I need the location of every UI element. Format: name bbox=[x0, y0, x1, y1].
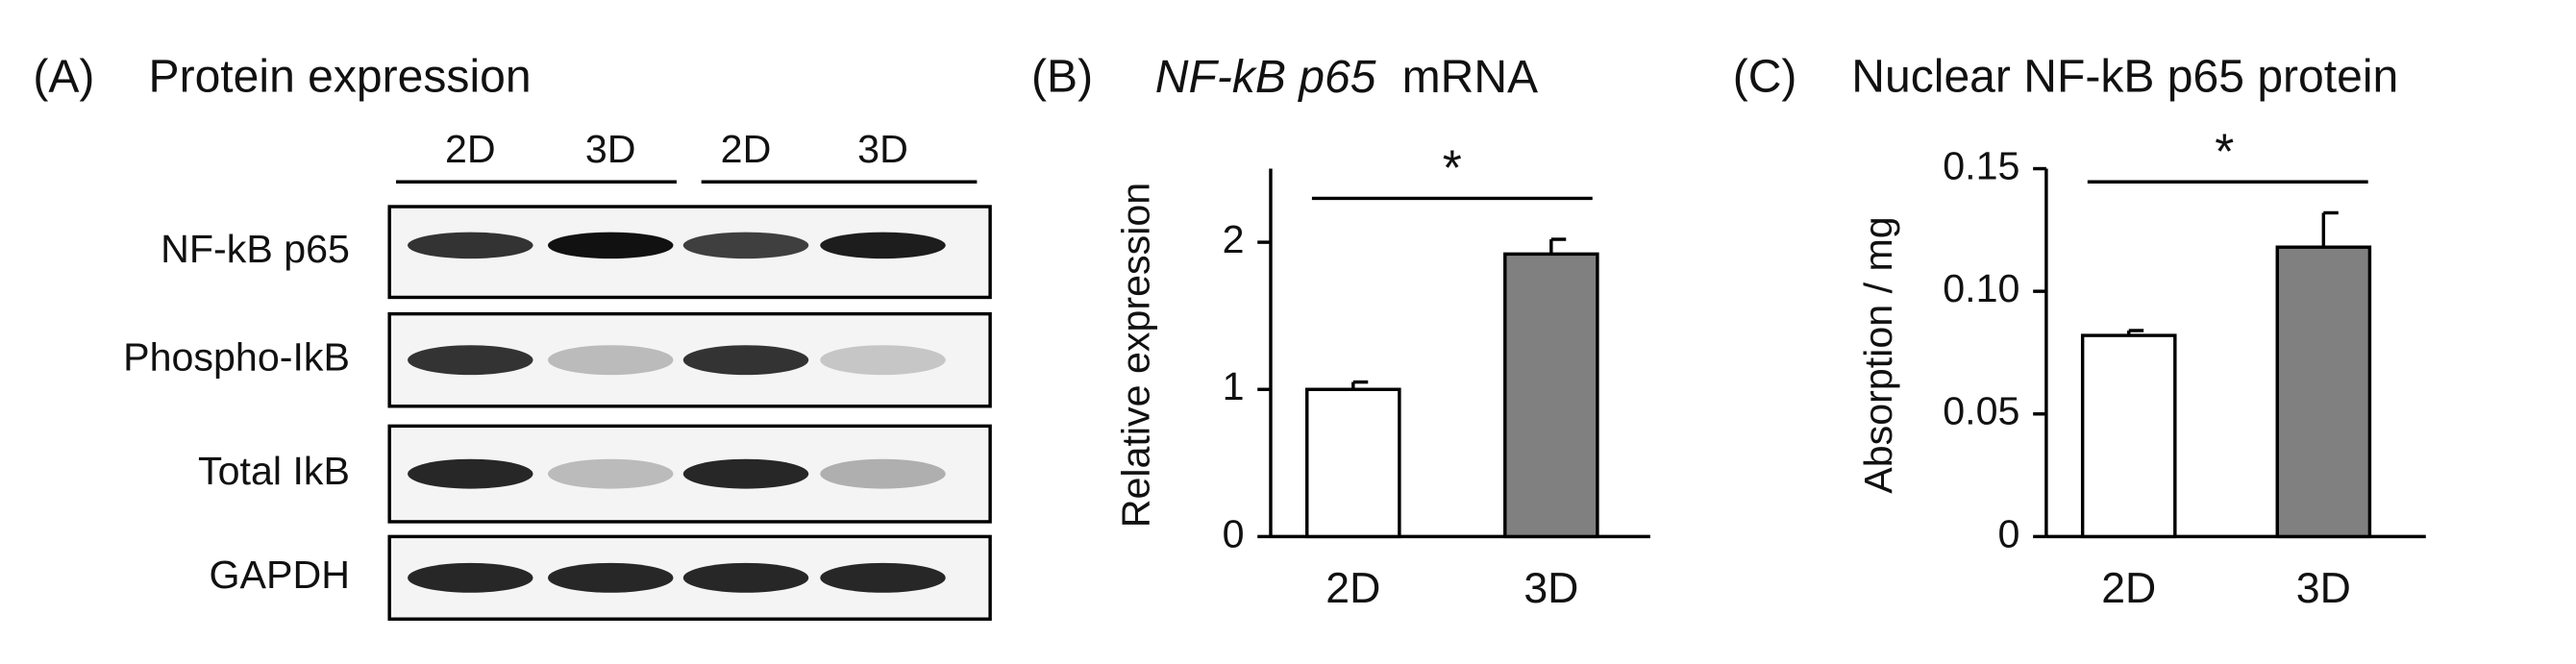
band bbox=[547, 345, 674, 376]
y-axis-label: Absorption / mg bbox=[1856, 216, 1900, 493]
band bbox=[682, 232, 809, 259]
band bbox=[682, 345, 809, 376]
chart-title: NF-kB p65 mRNA bbox=[1155, 51, 1538, 103]
row-label: Total IkB bbox=[198, 449, 350, 493]
row-label: Phospho-IkB bbox=[123, 335, 350, 380]
bar bbox=[2275, 245, 2372, 539]
band bbox=[408, 458, 533, 489]
significance-star: * bbox=[1443, 140, 1462, 196]
band bbox=[408, 232, 533, 259]
lane-label: 3D bbox=[585, 127, 636, 171]
x-tick-label: 3D bbox=[2296, 565, 2351, 612]
panel-title: Protein expression bbox=[149, 51, 532, 103]
title-rest: mRNA bbox=[1402, 51, 1539, 103]
chart-title: Nuclear NF-kB p65 protein bbox=[1851, 51, 2398, 103]
band bbox=[820, 232, 946, 259]
x-tick-label: 2D bbox=[2101, 565, 2156, 612]
y-tick-label: 0.10 bbox=[1943, 266, 2019, 310]
bar bbox=[1503, 252, 1599, 539]
band bbox=[820, 562, 946, 593]
lane-label: 3D bbox=[857, 127, 908, 171]
y-axis-label: Relative expression bbox=[1114, 183, 1158, 528]
panel-label: (B) bbox=[1031, 51, 1093, 103]
row-label: NF-kB p65 bbox=[161, 227, 350, 271]
band bbox=[408, 562, 533, 593]
band bbox=[820, 458, 946, 489]
bar bbox=[2080, 333, 2177, 539]
y-tick-label: 2 bbox=[1223, 217, 1245, 261]
x-tick-label: 2D bbox=[1325, 565, 1380, 612]
y-tick-label: 0 bbox=[1223, 511, 1245, 555]
panel-label: (A) bbox=[33, 51, 94, 103]
band bbox=[682, 458, 809, 489]
significance-star: * bbox=[2215, 123, 2234, 179]
band bbox=[820, 345, 946, 376]
title-italic: NF-kB p65 bbox=[1155, 51, 1376, 103]
band bbox=[547, 232, 674, 259]
row-label: GAPDH bbox=[209, 553, 349, 597]
y-tick-label: 1 bbox=[1223, 364, 1245, 408]
x-tick-label: 3D bbox=[1523, 565, 1578, 612]
bar bbox=[1305, 387, 1401, 539]
band bbox=[547, 458, 674, 489]
y-tick-label: 0.15 bbox=[1943, 143, 2019, 187]
panel-label: (C) bbox=[1733, 51, 1797, 103]
band bbox=[547, 562, 674, 593]
band bbox=[682, 562, 809, 593]
lane-label: 2D bbox=[721, 127, 772, 171]
band bbox=[408, 345, 533, 376]
y-tick-label: 0 bbox=[1998, 511, 2020, 555]
lane-label: 2D bbox=[445, 127, 496, 171]
y-tick-label: 0.05 bbox=[1943, 389, 2019, 433]
